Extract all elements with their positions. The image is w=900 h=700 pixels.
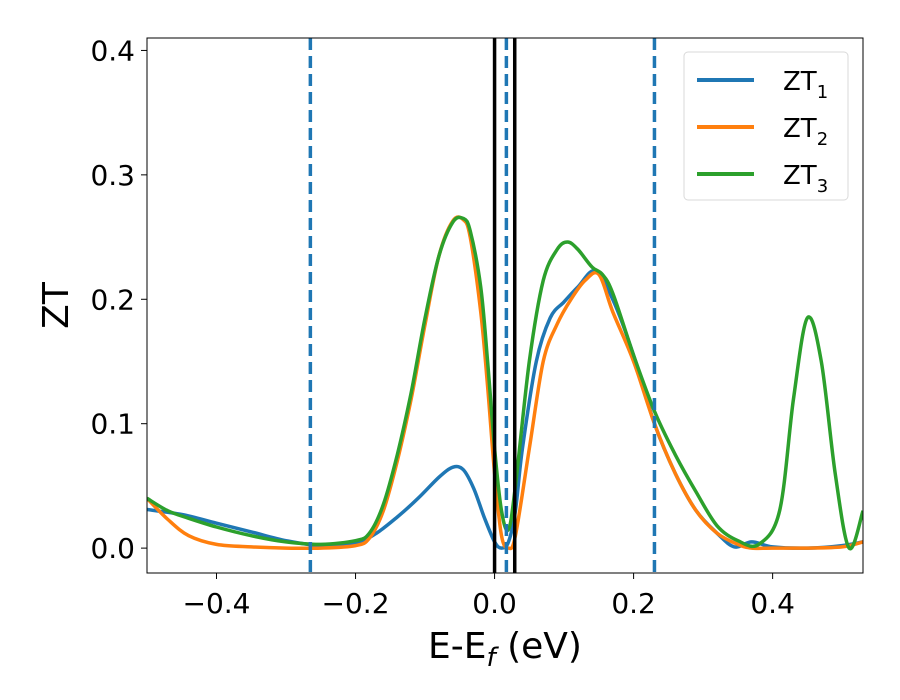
legend-label-zt1: ZT1 xyxy=(783,67,828,103)
x-axis-title-main: E-E xyxy=(428,626,486,667)
x-tick-label: 0.0 xyxy=(472,587,517,620)
legend-label-subscript: 2 xyxy=(817,129,828,150)
legend-label-main: ZT xyxy=(783,161,817,191)
legend-label-subscript: 1 xyxy=(817,82,828,103)
x-tick-label: −0.2 xyxy=(322,587,390,620)
x-tick-label: −0.4 xyxy=(183,587,251,620)
legend-box xyxy=(683,51,849,201)
series-line-zt3 xyxy=(147,215,863,551)
x-axis-title-unit: (eV) xyxy=(496,626,582,667)
legend-label-main: ZT xyxy=(783,67,817,97)
legend-label-subscript: 3 xyxy=(817,176,828,197)
legend-label-main: ZT xyxy=(783,114,817,144)
y-tick-label: 0.0 xyxy=(90,532,135,565)
y-tick-label: 0.3 xyxy=(90,159,135,192)
axis-ticks: −0.4 −0.2 0.0 0.2 0.4 0.0 0.1 0.2 0.3 0.4 xyxy=(90,34,794,620)
x-axis-title: E-Ef (eV) xyxy=(428,626,582,673)
y-axis-title: ZT xyxy=(36,281,77,329)
y-tick-label: 0.4 xyxy=(90,34,135,67)
x-tick-label: 0.2 xyxy=(611,587,656,620)
x-tick-label: 0.4 xyxy=(750,587,795,620)
legend-label-zt3: ZT3 xyxy=(783,161,828,197)
series-line-zt2 xyxy=(147,215,863,551)
plot-frame xyxy=(146,37,864,574)
legend-label-zt2: ZT2 xyxy=(783,114,828,150)
y-tick-label: 0.1 xyxy=(90,408,135,441)
reference-lines xyxy=(308,38,657,573)
y-tick-label: 0.2 xyxy=(90,283,135,316)
